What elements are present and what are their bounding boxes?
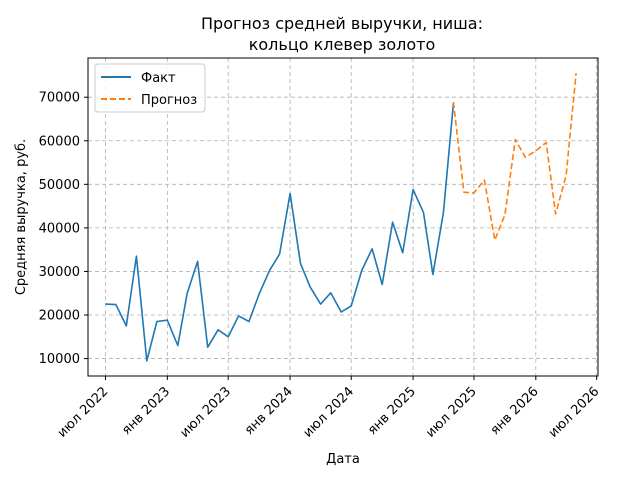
y-tick-label: 60000 [39, 134, 80, 149]
x-tick-label: июл 2023 [178, 384, 235, 441]
x-tick-label: июл 2022 [55, 384, 112, 441]
x-axis-label: Дата [326, 452, 360, 467]
x-tick-label: июл 2026 [546, 384, 603, 441]
y-tick-label: 50000 [39, 178, 80, 193]
chart-title-line-1: Прогноз средней выручки, ниша: [201, 14, 483, 33]
x-tick-label: янв 2025 [365, 384, 419, 438]
y-tick-label: 30000 [39, 265, 80, 280]
plot-area-frame [87, 57, 599, 377]
y-tick-label: 10000 [39, 352, 80, 367]
legend: Факт Прогноз [94, 63, 206, 113]
series-line-fact [105, 103, 455, 362]
y-tick-label: 20000 [39, 309, 80, 324]
chart-title-line-2: кольцо клевер золото [249, 35, 436, 54]
x-tick-label: янв 2023 [119, 384, 173, 438]
legend-label-fact: Факт [141, 71, 176, 86]
x-tick-label: июл 2025 [423, 384, 480, 441]
legend-label-forecast: Прогноз [141, 93, 197, 108]
x-tick-label: июл 2024 [301, 384, 358, 441]
y-tick-label: 70000 [39, 91, 80, 106]
y-tick-label: 40000 [39, 221, 80, 236]
series-group [105, 73, 577, 362]
axis-ticks: 10000 20000 30000 40000 50000 60000 70000 июл 2… [39, 91, 603, 441]
x-tick-label: янв 2026 [488, 384, 542, 438]
x-tick-label: янв 2024 [242, 384, 296, 438]
y-axis-label: Средняя выручка, руб. [14, 139, 29, 295]
series-line-forecast [452, 73, 577, 241]
